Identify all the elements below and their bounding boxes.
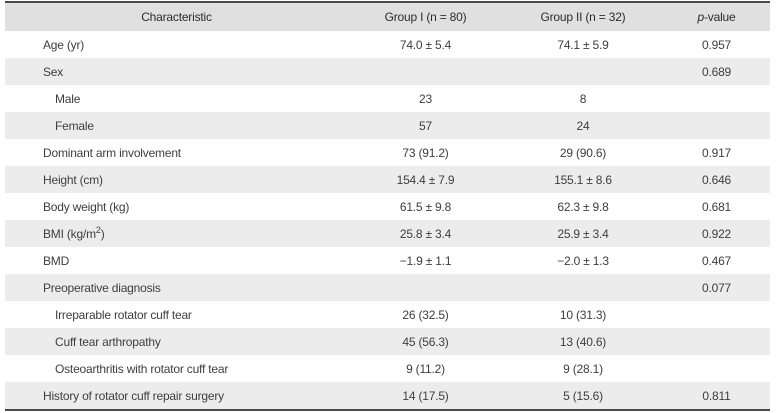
col-header-pvalue: p-value	[663, 2, 770, 31]
group1-value-cell: 9 (11.2)	[406, 361, 445, 376]
pvalue-cell	[663, 85, 770, 112]
group2-value-cell: 74.1 ± 5.9	[557, 37, 609, 52]
characteristic-cell: Body weight (kg)	[5, 193, 348, 220]
table-row: Dominant arm involvement 73 (91.2) 29 (9…	[5, 139, 770, 166]
table-row: BMD −1.9 ± 1.1 −2.0 ± 1.3 0.467	[5, 247, 770, 274]
pvalue-cell: 0.811	[702, 388, 731, 403]
characteristic-cell: Female	[5, 112, 348, 139]
col-header-characteristic: Characteristic	[5, 2, 348, 31]
group2-value-cell: 10 (31.3)	[559, 307, 607, 322]
pvalue-cell: 0.689	[701, 64, 732, 79]
table-row: Sex 0.689	[5, 58, 770, 85]
table-body: Age (yr) 74.0 ± 5.4 74.1 ± 5.9 0.957 Sex…	[5, 31, 770, 410]
characteristic-label: Height (cm)	[43, 172, 103, 187]
pvalue-cell	[663, 112, 770, 139]
characteristic-cell: Irreparable rotator cuff tear	[5, 301, 348, 328]
group2-value-cell: −2.0 ± 1.3	[557, 253, 609, 268]
group2-value-cell: 155.1 ± 8.6	[554, 172, 612, 187]
table-row: Irreparable rotator cuff tear 26 (32.5) …	[5, 301, 770, 328]
pvalue-cell: 0.917	[701, 145, 732, 160]
pvalue-cell: 0.077	[701, 280, 732, 295]
group1-value-cell: 74.0 ± 5.4	[399, 37, 452, 52]
characteristic-label: Cuff tear arthropathy	[55, 334, 161, 349]
group1-value-cell: 45 (56.3)	[402, 334, 449, 349]
characteristic-cell: Age (yr)	[5, 31, 348, 58]
table-row: History of rotator cuff repair surgery 1…	[5, 382, 770, 410]
table-row: Body weight (kg) 61.5 ± 9.8 62.3 ± 9.8 0…	[5, 193, 770, 220]
table-row: Age (yr) 74.0 ± 5.4 74.1 ± 5.9 0.957	[5, 31, 770, 58]
group2-value-cell: 24	[576, 118, 590, 133]
characteristic-cell: BMI (kg/m2)	[43, 224, 105, 241]
characteristic-label: BMD	[43, 253, 70, 268]
group2-value-cell: 5 (15.6)	[563, 388, 603, 403]
pvalue-cell: 0.467	[701, 253, 732, 268]
table-row: BMI (kg/m2) 25.8 ± 3.4 25.9 ± 3.4 0.922	[5, 220, 770, 247]
table-head: Characteristic Group I (n = 80) Group II…	[5, 2, 770, 31]
group1-value-cell	[348, 274, 503, 301]
table-row: Osteoarthritis with rotator cuff tear 9 …	[5, 355, 770, 382]
table-row: Cuff tear arthropathy 45 (56.3) 13 (40.6…	[5, 328, 770, 355]
characteristic-label: Sex	[43, 64, 64, 79]
pvalue-cell: 0.922	[701, 226, 732, 241]
group1-value-cell: 73 (91.2)	[402, 145, 449, 160]
group2-value-cell	[503, 58, 663, 85]
characteristic-cell: Preoperative diagnosis	[5, 274, 348, 301]
characteristic-label: Irreparable rotator cuff tear	[55, 307, 192, 322]
characteristics-table: Characteristic Group I (n = 80) Group II…	[5, 1, 770, 411]
group1-value-cell: 23	[419, 91, 432, 106]
characteristic-label: Male	[55, 91, 81, 106]
pvalue-cell	[663, 355, 770, 382]
pvalue-cell	[663, 328, 770, 355]
pvalue-rest: -value	[704, 10, 736, 24]
group1-value-cell: −1.9 ± 1.1	[399, 253, 452, 268]
characteristic-cell: Sex	[5, 58, 348, 85]
table-header-row: Characteristic Group I (n = 80) Group II…	[5, 2, 770, 31]
group2-value-cell: 62.3 ± 9.8	[557, 199, 609, 214]
group1-value-cell: 25.8 ± 3.4	[399, 226, 452, 241]
group2-value-cell: 29 (90.6)	[559, 145, 607, 160]
characteristic-cell: Cuff tear arthropathy	[5, 328, 348, 355]
group1-value-cell: 26 (32.5)	[402, 307, 449, 322]
group2-value-cell: 25.9 ± 3.4	[557, 226, 609, 241]
characteristic-label: Body weight (kg)	[43, 199, 130, 214]
characteristic-cell: Dominant arm involvement	[5, 139, 348, 166]
characteristic-cell: Height (cm)	[5, 166, 348, 193]
characteristic-cell: BMD	[5, 247, 348, 274]
table-row: Female 57 24	[5, 112, 770, 139]
characteristic-label: Dominant arm involvement	[43, 145, 181, 160]
characteristic-label: Osteoarthritis with rotator cuff tear	[55, 361, 229, 376]
group2-value-cell: 8	[579, 91, 587, 106]
pvalue-cell	[663, 301, 770, 328]
table-row: Preoperative diagnosis 0.077	[5, 274, 770, 301]
table-row: Male 23 8	[5, 85, 770, 112]
characteristics-table-container: Characteristic Group I (n = 80) Group II…	[5, 1, 770, 411]
characteristic-cell: History of rotator cuff repair surgery	[5, 382, 348, 410]
col-header-group2: Group II (n = 32)	[503, 2, 663, 31]
characteristic-cell: Male	[5, 85, 348, 112]
group2-value-cell	[503, 274, 663, 301]
characteristic-label: Age (yr)	[43, 37, 85, 52]
characteristic-label: Female	[55, 118, 94, 133]
col-header-group1: Group I (n = 80)	[348, 2, 503, 31]
group1-value-cell: 154.4 ± 7.9	[396, 172, 455, 187]
group1-value-cell: 57	[419, 118, 432, 133]
table-row: Height (cm) 154.4 ± 7.9 155.1 ± 8.6 0.64…	[5, 166, 770, 193]
group2-value-cell: 9 (28.1)	[563, 361, 603, 376]
characteristic-label: BMI (kg/m	[43, 226, 96, 241]
group1-value-cell: 61.5 ± 9.8	[399, 199, 452, 214]
characteristic-label: History of rotator cuff repair surgery	[43, 388, 224, 403]
group2-value-cell: 13 (40.6)	[559, 334, 607, 349]
pvalue-cell: 0.957	[701, 37, 732, 52]
group1-value-cell: 14 (17.5)	[402, 388, 449, 403]
characteristic-label: Preoperative diagnosis	[43, 280, 161, 295]
pvalue-cell: 0.681	[701, 199, 732, 214]
group1-value-cell	[348, 58, 503, 85]
pvalue-italic-p: p	[697, 10, 705, 24]
pvalue-cell: 0.646	[701, 172, 732, 187]
characteristic-cell: Osteoarthritis with rotator cuff tear	[5, 355, 348, 382]
